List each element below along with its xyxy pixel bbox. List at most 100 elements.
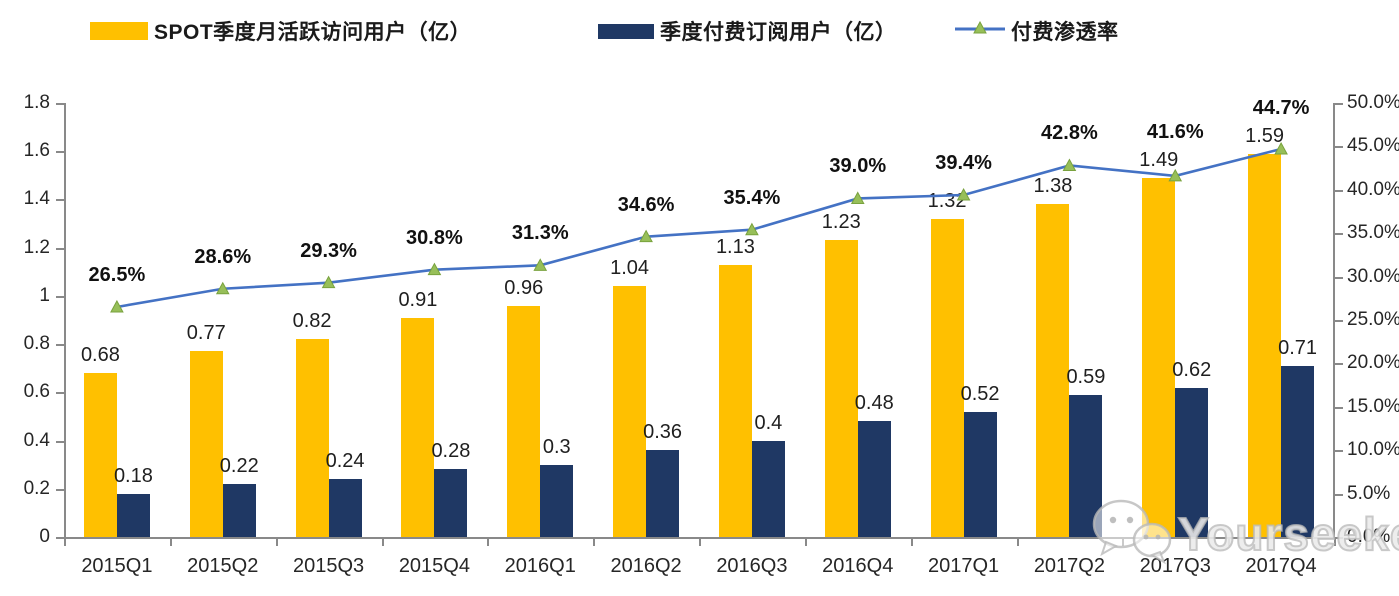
x-axis-tick <box>804 539 807 546</box>
left-axis-tick <box>56 199 64 202</box>
right-axis-tick-label: 10.0% <box>1347 439 1399 461</box>
subs-bar-label: 0.48 <box>854 392 894 415</box>
penetration-marker <box>110 299 124 313</box>
subs-bar <box>1175 387 1209 537</box>
x-axis-tick <box>910 539 913 546</box>
right-axis-tick <box>1335 276 1343 279</box>
right-axis-tick-label: 5.0% <box>1347 482 1391 504</box>
mau-bar-label: 1.38 <box>1033 175 1073 198</box>
subs-bar-label: 0.3 <box>542 435 571 458</box>
legend-item-penetration: 付费渗透率 <box>955 14 1119 48</box>
left-axis-tick <box>56 151 64 154</box>
x-axis-label: 2015Q2 <box>187 555 259 577</box>
x-axis-tick <box>487 539 490 546</box>
penetration-legend-marker-icon <box>955 20 1005 42</box>
legend-item-mau: SPOT季度月活跃访问用户（亿） <box>90 14 471 48</box>
mau-bar <box>83 373 117 537</box>
right-axis-tick-label: 40.0% <box>1347 178 1399 200</box>
penetration-line <box>116 147 1282 309</box>
left-axis-tick-label: 0.2 <box>23 477 50 499</box>
subs-bar <box>434 469 468 537</box>
subs-bar <box>751 440 785 537</box>
x-axis-label: 2016Q2 <box>610 555 682 577</box>
left-axis-tick-label: 1.6 <box>23 140 50 162</box>
penetration-marker <box>215 281 230 295</box>
penetration-label: 28.6% <box>194 245 252 268</box>
mau-bar <box>613 286 647 537</box>
right-axis-tick <box>1335 493 1343 496</box>
penetration-label: 29.3% <box>300 239 357 262</box>
right-axis-tick <box>1335 450 1343 453</box>
right-axis-tick <box>1335 320 1343 322</box>
right-axis-tick-label: 25.0% <box>1347 309 1399 330</box>
mau-bar <box>930 218 964 537</box>
mau-bar-label: 1.59 <box>1245 124 1285 147</box>
left-axis-tick <box>56 103 64 105</box>
right-axis-tick <box>1335 189 1343 192</box>
penetration-label: 41.6% <box>1146 120 1204 143</box>
x-axis-tick <box>169 539 172 546</box>
x-axis-line <box>64 537 1335 539</box>
penetration-label: 30.8% <box>406 226 463 249</box>
x-axis-tick <box>381 539 384 546</box>
mau-bar <box>189 351 223 537</box>
left-axis-tick-label: 0.8 <box>23 333 50 355</box>
mau-bar <box>718 264 752 537</box>
mau-bar <box>401 317 435 537</box>
subs-bar-label: 0.28 <box>431 440 471 463</box>
subs-bar <box>646 450 680 537</box>
x-axis-label: 2015Q1 <box>81 555 153 577</box>
left-axis-tick-label: 1.4 <box>23 188 50 210</box>
x-axis-tick <box>1016 539 1019 546</box>
right-axis-tick-label: 20.0% <box>1347 352 1399 374</box>
right-axis-tick <box>1335 233 1343 236</box>
penetration-label: 35.4% <box>723 186 781 209</box>
left-axis-tick-label: 0 <box>39 526 50 547</box>
x-axis-label: 2016Q1 <box>504 555 576 577</box>
mau-bar-label: 0.91 <box>398 288 438 311</box>
left-axis-tick <box>56 247 64 250</box>
subscribers-legend-label: 季度付费订阅用户（亿） <box>660 21 897 44</box>
x-axis-tick <box>1228 539 1231 546</box>
subs-bar-label: 0.18 <box>113 464 153 487</box>
mau-bar <box>507 305 541 537</box>
x-axis-label: 2017Q2 <box>1033 555 1105 577</box>
x-axis-tick <box>699 539 701 546</box>
left-axis-tick <box>56 295 64 298</box>
right-axis-tick-label: 30.0% <box>1347 265 1399 287</box>
mau-bar-label: 0.77 <box>186 322 226 345</box>
penetration-label: 42.8% <box>1041 122 1098 145</box>
penetration-label: 31.3% <box>511 222 569 245</box>
penetration-label: 39.4% <box>935 152 992 174</box>
mau-bar-label: 0.96 <box>504 276 544 299</box>
mau-bar <box>295 339 329 537</box>
mau-bar-label: 1.32 <box>927 189 967 212</box>
left-axis-tick-label: 1 <box>39 284 50 306</box>
subs-bar <box>222 483 256 537</box>
subs-bar <box>328 479 362 537</box>
penetration-marker <box>533 258 548 271</box>
penetration-label: 26.5% <box>88 263 146 286</box>
mau-bar-label: 1.49 <box>1139 148 1179 171</box>
subs-bar-label: 0.71 <box>1278 336 1318 359</box>
subs-bar-label: 0.4 <box>754 411 783 434</box>
right-axis-tick <box>1335 146 1343 149</box>
x-axis-label: 2016Q3 <box>716 555 788 577</box>
mau-bar <box>824 240 858 537</box>
left-axis-tick <box>56 344 64 347</box>
left-axis-tick <box>56 440 64 443</box>
subs-bar <box>857 421 891 537</box>
x-axis-tick <box>1122 539 1125 546</box>
penetration-marker <box>745 222 759 236</box>
left-axis-tick <box>56 488 64 491</box>
left-axis-tick-label: 0.6 <box>23 381 50 403</box>
x-axis-label: 2017Q1 <box>927 555 1000 577</box>
x-axis-label: 2017Q3 <box>1139 555 1211 577</box>
subs-bar-label: 0.52 <box>960 382 1000 405</box>
right-axis-tick <box>1335 406 1343 409</box>
subs-bar <box>116 493 150 537</box>
right-axis-tick-label: 0.0% <box>1347 526 1391 547</box>
subs-bar <box>1281 365 1315 537</box>
penetration-label: 39.0% <box>829 155 887 178</box>
mau-bar <box>1142 177 1176 537</box>
